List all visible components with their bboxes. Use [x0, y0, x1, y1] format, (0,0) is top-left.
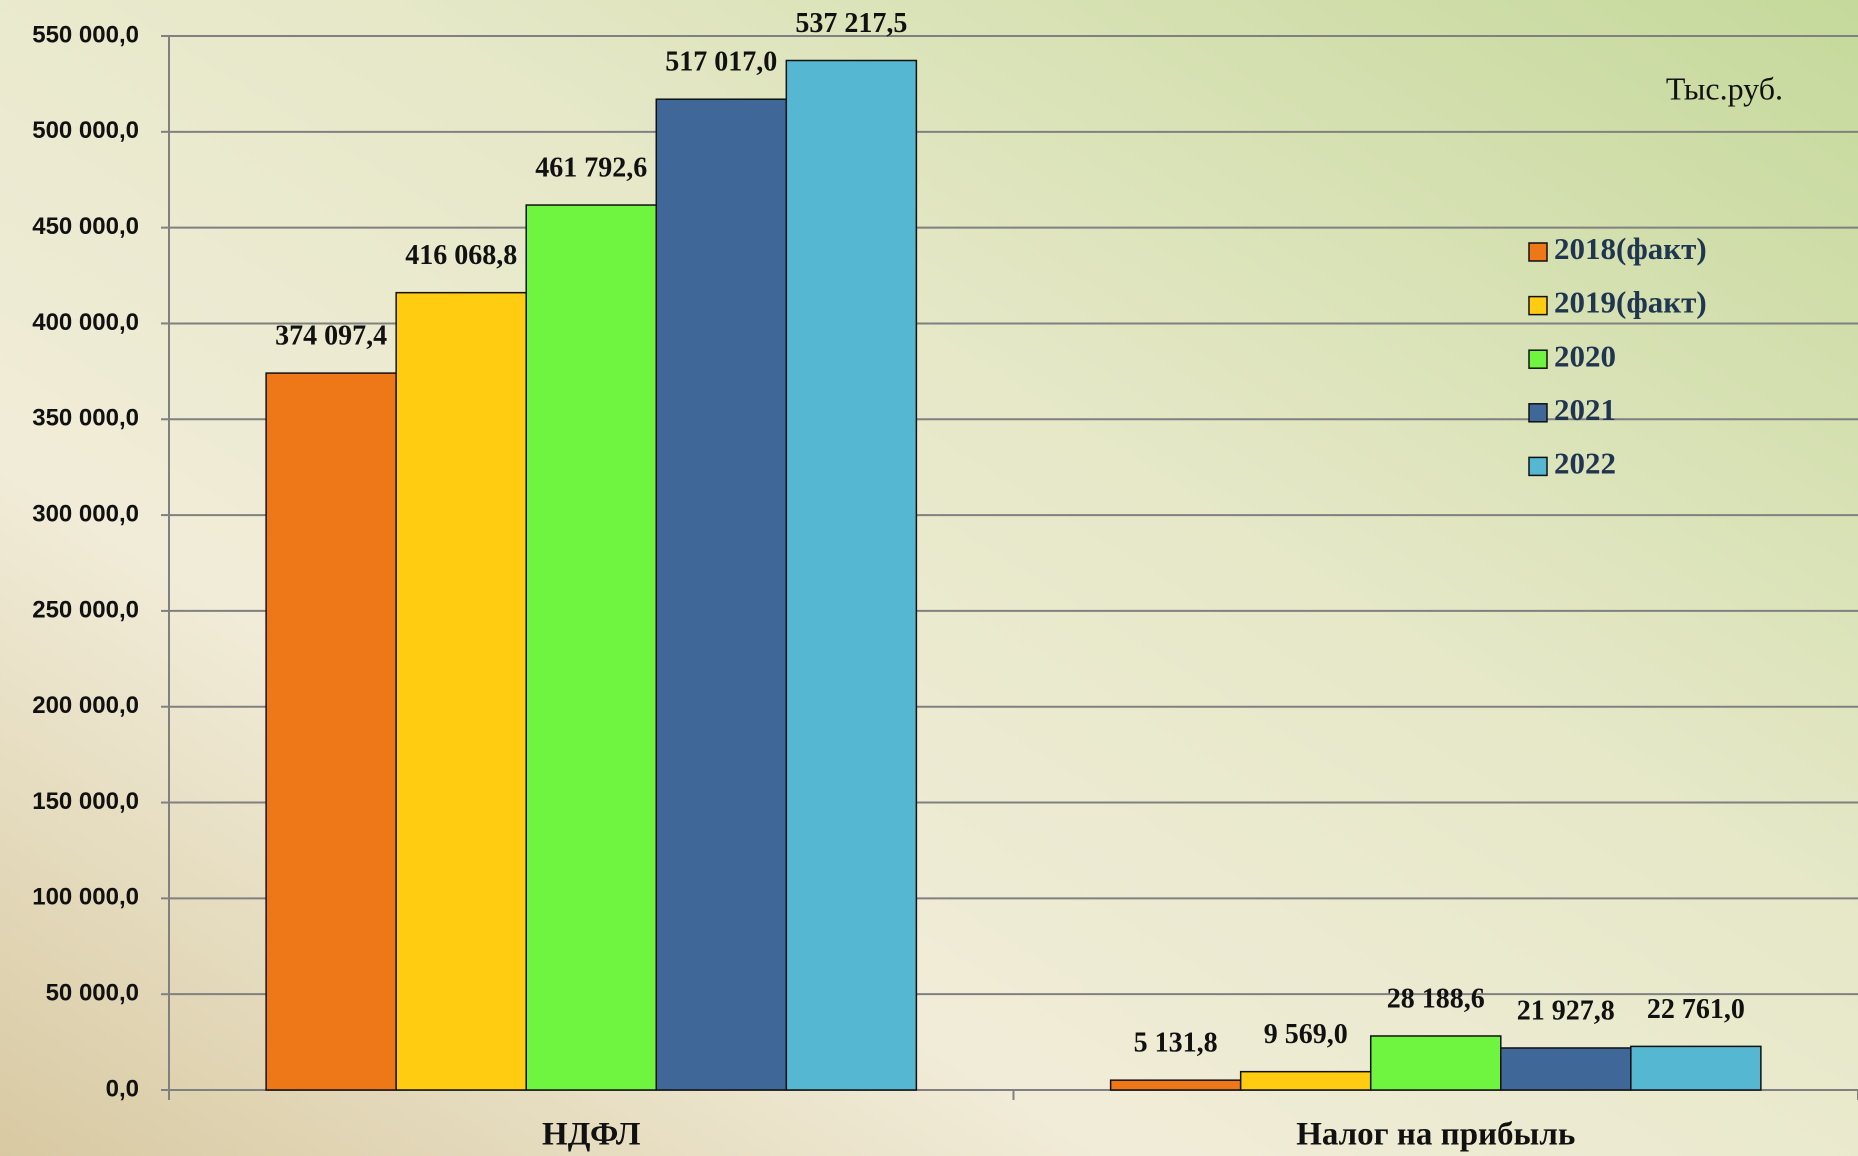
y-tick-label: 0,0 [106, 1075, 139, 1102]
bar [1369, 1035, 1502, 1091]
unit-note: Тыс.руб. [1666, 70, 1783, 106]
bar [395, 291, 527, 1091]
y-tick-label: 200 000,0 [32, 692, 139, 719]
legend-swatch [1528, 242, 1548, 262]
y-tick-label: 50 000,0 [46, 980, 139, 1007]
value-label: 9 569,0 [1264, 1019, 1348, 1050]
value-label: 461 792,6 [535, 152, 647, 183]
legend-swatch [1528, 295, 1548, 316]
legend-label: 2019(факт) [1554, 285, 1707, 320]
y-tick-label: 100 000,0 [32, 884, 139, 911]
y-tick-label: 450 000,0 [32, 213, 139, 240]
value-label: 374 097,4 [275, 321, 387, 352]
value-label: 28 188,6 [1387, 983, 1485, 1014]
legend-label: 2021 [1554, 392, 1616, 427]
y-tick-label: 400 000,0 [32, 309, 139, 336]
bar [785, 59, 918, 1091]
y-tick-label: 250 000,0 [32, 596, 139, 623]
y-tick-label: 300 000,0 [32, 500, 139, 527]
value-label: 22 761,0 [1647, 994, 1745, 1025]
bar [1630, 1045, 1762, 1091]
y-tick-label: 500 000,0 [32, 117, 139, 144]
value-label: 21 927,8 [1517, 995, 1615, 1026]
legend-swatch [1528, 456, 1548, 477]
value-label: 5 131,8 [1134, 1028, 1218, 1059]
y-tick-label: 550 000,0 [32, 21, 139, 48]
bar [525, 204, 658, 1091]
bar [1500, 1047, 1632, 1091]
bar [1239, 1070, 1372, 1091]
x-tick-label: НДФЛ [542, 1117, 641, 1153]
legend-label: 2020 [1554, 338, 1616, 373]
y-tick-label: 350 000,0 [32, 405, 139, 432]
value-label: 537 217,5 [795, 8, 907, 39]
legend-label: 2022 [1554, 446, 1616, 481]
value-label: 517 017,0 [665, 47, 777, 78]
y-tick-label: 150 000,0 [32, 788, 139, 815]
legend-swatch [1528, 349, 1548, 369]
bar [265, 372, 397, 1091]
x-tick-label: Налог на прибыль [1296, 1117, 1575, 1153]
bar [1109, 1079, 1242, 1091]
legend-label: 2018(факт) [1554, 231, 1707, 266]
bar [655, 98, 788, 1091]
value-label: 416 068,8 [405, 240, 517, 271]
legend-swatch [1528, 403, 1548, 423]
